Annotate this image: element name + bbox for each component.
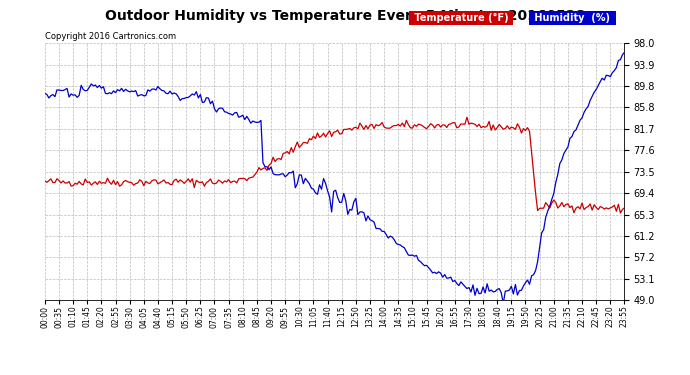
Text: Outdoor Humidity vs Temperature Every 5 Minutes 20160528: Outdoor Humidity vs Temperature Every 5 … [105,9,585,23]
Text: Humidity  (%): Humidity (%) [531,13,613,23]
Text: Temperature (°F): Temperature (°F) [411,13,511,23]
Text: Copyright 2016 Cartronics.com: Copyright 2016 Cartronics.com [45,32,176,41]
